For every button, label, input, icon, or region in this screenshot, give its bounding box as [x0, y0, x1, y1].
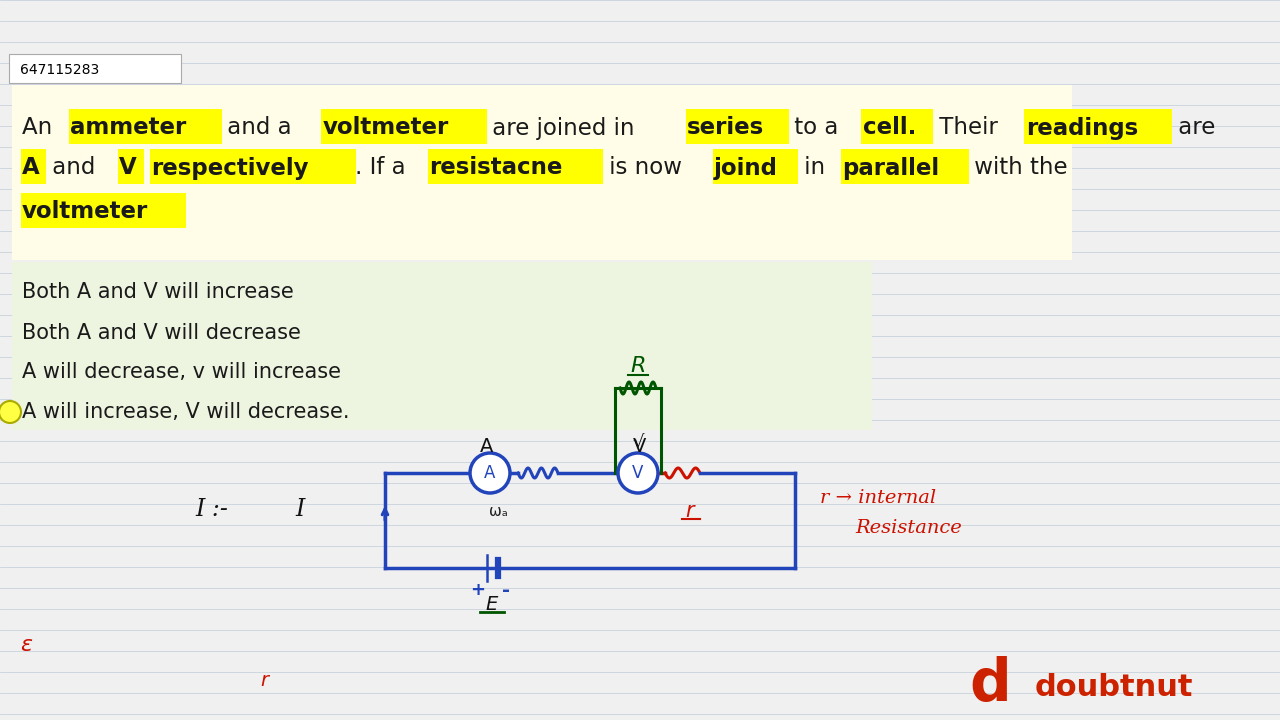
Text: readings: readings [1025, 117, 1138, 140]
Text: An: An [22, 117, 59, 140]
Text: are joined in: are joined in [485, 117, 641, 140]
Text: A: A [22, 156, 40, 179]
Text: ε: ε [20, 635, 32, 655]
Bar [713, 148, 797, 184]
Text: Their: Their [932, 117, 1005, 140]
Circle shape [0, 401, 20, 423]
Text: ωₐ: ωₐ [489, 503, 507, 518]
Text: cell.: cell. [863, 117, 916, 140]
Text: V: V [634, 438, 646, 456]
Text: with the: with the [968, 156, 1068, 179]
Bar [20, 192, 187, 228]
Text: A: A [484, 464, 495, 482]
Text: and: and [45, 156, 102, 179]
Text: resistacne: resistacne [429, 156, 563, 179]
Bar [150, 148, 356, 184]
Text: r: r [686, 501, 694, 521]
Text: I :-: I :- [195, 498, 228, 521]
Bar [428, 148, 603, 184]
Bar [12, 85, 1073, 260]
FancyBboxPatch shape [9, 54, 180, 83]
Text: Both A and V will decrease: Both A and V will decrease [22, 323, 301, 343]
Bar [118, 148, 143, 184]
Text: E: E [486, 595, 498, 614]
Bar [69, 109, 221, 145]
Text: R: R [630, 356, 645, 376]
Text: +: + [471, 581, 485, 599]
Text: A will increase, V will decrease.: A will increase, V will decrease. [22, 402, 349, 422]
Bar [12, 262, 872, 430]
Text: joind: joind [714, 156, 778, 179]
Text: d: d [969, 657, 1011, 714]
Text: -: - [502, 580, 509, 600]
Text: . If a: . If a [355, 156, 412, 179]
Bar [1024, 109, 1172, 145]
Text: Resistance: Resistance [855, 519, 961, 537]
Text: A: A [480, 438, 494, 456]
Text: series: series [687, 117, 764, 140]
Text: respectively: respectively [151, 156, 308, 179]
Text: V: V [119, 156, 137, 179]
Bar [686, 109, 788, 145]
Text: ammeter: ammeter [70, 117, 187, 140]
Bar [20, 148, 46, 184]
Text: and a: and a [220, 117, 300, 140]
Bar [321, 109, 486, 145]
Text: to a: to a [787, 117, 846, 140]
Text: voltmeter: voltmeter [22, 200, 148, 223]
Text: √: √ [632, 434, 644, 452]
Text: Both A and V will increase: Both A and V will increase [22, 282, 293, 302]
Text: r: r [260, 670, 268, 690]
Text: are: are [1171, 117, 1215, 140]
Text: in: in [796, 156, 832, 179]
Text: parallel: parallel [842, 156, 940, 179]
Bar [841, 148, 969, 184]
Text: V: V [632, 464, 644, 482]
Text: voltmeter: voltmeter [323, 117, 448, 140]
Text: is now: is now [602, 156, 689, 179]
Bar [861, 109, 933, 145]
Text: I: I [294, 498, 305, 521]
Circle shape [618, 453, 658, 493]
Text: A will decrease, v will increase: A will decrease, v will increase [22, 362, 340, 382]
Circle shape [470, 453, 509, 493]
Text: 647115283: 647115283 [20, 63, 100, 77]
Text: doubtnut: doubtnut [1036, 673, 1193, 703]
Text: r → internal: r → internal [820, 489, 936, 507]
